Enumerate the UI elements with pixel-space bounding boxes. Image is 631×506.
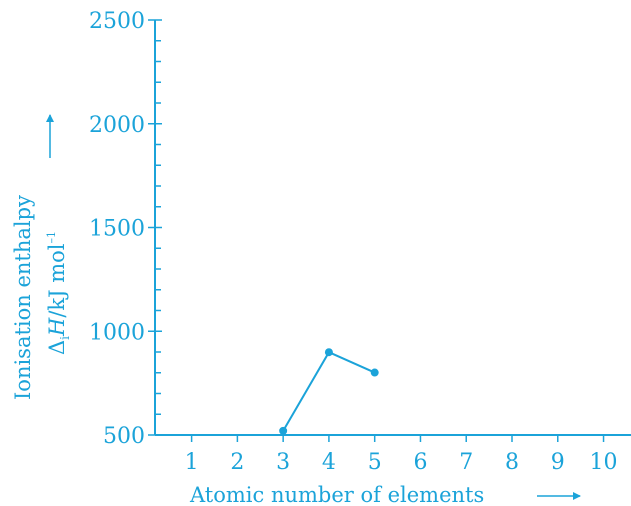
- series-line: [282, 350, 376, 432]
- y-axis-title: Ionisation enthalpy: [11, 195, 35, 400]
- y-axis-title-line2: ΔiH/kJ mol–1: [45, 231, 72, 355]
- y-axis-title-delta: Δ: [45, 340, 69, 355]
- x-tick-label: 2: [230, 450, 244, 475]
- data-point: [279, 426, 288, 435]
- x-tick-label: 7: [459, 450, 473, 475]
- data-point: [324, 348, 333, 357]
- y-axis-title-units: /kJ mol: [45, 243, 69, 317]
- x-axis-tick-labels: 1 2 3 4 5 6 7 8 9 10: [185, 450, 618, 475]
- y-tick-label: 1500: [89, 217, 145, 242]
- y-tick-label: 500: [103, 424, 145, 449]
- data-point: [370, 368, 379, 377]
- x-tick-label: 1: [185, 450, 199, 475]
- x-tick-label: 4: [322, 450, 336, 475]
- y-tick-label: 2000: [89, 113, 145, 138]
- y-axis-title-sub: i: [58, 336, 72, 340]
- y-axis-title-var: H: [45, 317, 69, 337]
- y-axis-tick-labels: 500 1000 1500 2000 2500: [89, 9, 145, 449]
- y-axis-title-line2-group: ΔiH/kJ mol–1: [45, 231, 72, 355]
- y-axis-ticks: [148, 19, 162, 436]
- data-series: [279, 348, 379, 435]
- y-tick-label: 2500: [89, 9, 145, 34]
- y-tick-label: 1000: [89, 320, 145, 345]
- x-tick-label: 5: [368, 450, 382, 475]
- y-axis-title-sup: –1: [45, 231, 58, 244]
- x-tick-label: 3: [276, 450, 290, 475]
- x-tick-label: 9: [551, 450, 565, 475]
- x-axis-title: Atomic number of elements: [189, 483, 484, 506]
- x-tick-label: 8: [505, 450, 519, 475]
- x-axis-ticks: [190, 435, 605, 442]
- y-axis-title-line1: Ionisation enthalpy: [11, 195, 35, 400]
- x-tick-label: 6: [413, 450, 427, 475]
- x-tick-label: 10: [590, 450, 618, 475]
